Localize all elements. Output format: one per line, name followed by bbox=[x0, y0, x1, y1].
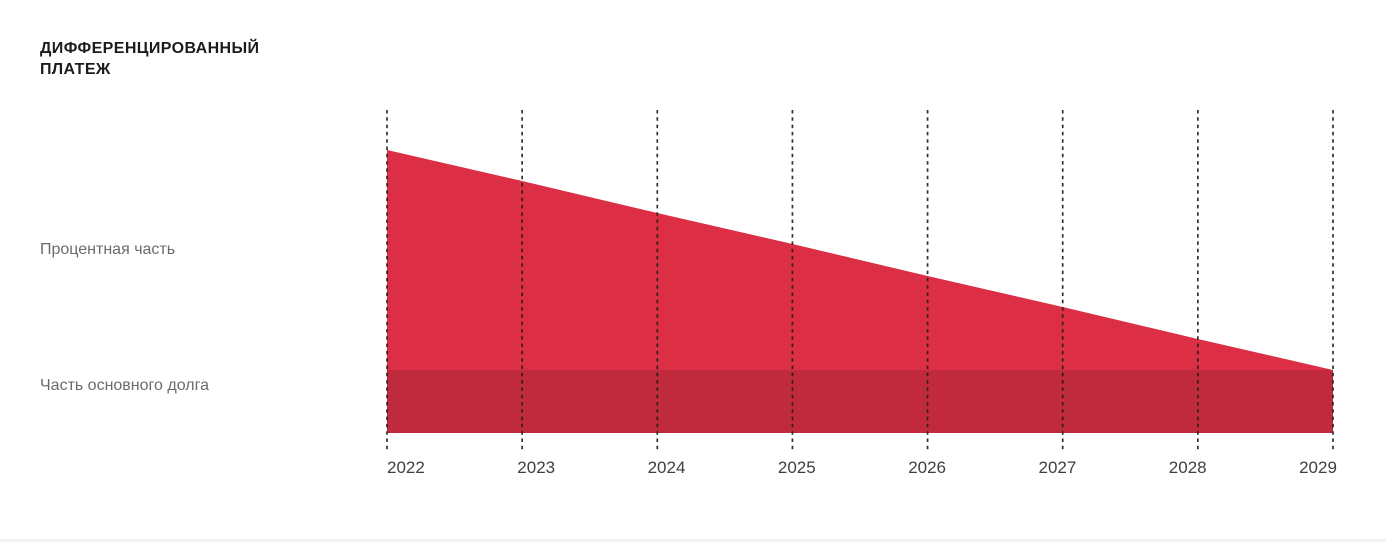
x-tick-label: 2022 bbox=[387, 458, 425, 477]
x-tick-label: 2024 bbox=[647, 458, 686, 477]
chart-title: ДИФФЕРЕНЦИРОВАННЫЙ ПЛАТЕЖ bbox=[40, 40, 260, 79]
x-tick-label: 2025 bbox=[777, 458, 816, 477]
x-tick-label: 2026 bbox=[908, 458, 947, 477]
x-axis: 2022 2023 2024 2025 2026 2027 2028 2029 bbox=[387, 458, 1337, 478]
x-tick-label: 2029 bbox=[1299, 458, 1337, 477]
principal-series-label: Часть основного долга bbox=[40, 377, 209, 394]
interest-area bbox=[387, 150, 1333, 370]
principal-area bbox=[387, 370, 1333, 433]
x-tick-label: 2027 bbox=[1038, 458, 1077, 477]
x-tick-label: 2023 bbox=[517, 458, 556, 477]
x-tick-label: 2028 bbox=[1168, 458, 1207, 477]
interest-series-label: Процентная часть bbox=[40, 241, 176, 258]
